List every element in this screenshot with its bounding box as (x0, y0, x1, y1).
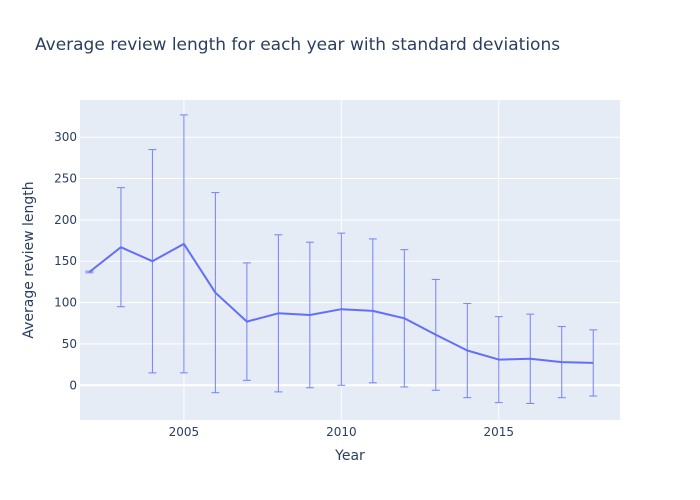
y-tick-label: 150 (54, 254, 77, 268)
x-tick-label: 2015 (484, 425, 515, 439)
plot-area (80, 100, 620, 420)
x-axis-title: Year (334, 448, 365, 464)
y-tick-label: 200 (54, 213, 77, 227)
y-tick-label: 50 (62, 337, 77, 351)
y-tick-label: 100 (54, 296, 77, 310)
error-bar (589, 329, 598, 397)
y-tick-label: 250 (54, 172, 77, 186)
y-tick-label: 0 (69, 378, 77, 392)
x-tick-label: 2005 (169, 425, 200, 439)
y-axis-title: Average review length (21, 181, 37, 338)
series-line-group (88, 242, 594, 364)
x-tick-label: 2010 (326, 425, 357, 439)
y-tick-label: 300 (54, 130, 77, 144)
chart-title: Average review length for each year with… (35, 35, 560, 55)
x-tick-labels: 2005 2010 2015 (169, 425, 514, 439)
y-tick-labels: 0 50 100 150 200 250 300 (54, 130, 77, 392)
series-line (88, 242, 594, 364)
